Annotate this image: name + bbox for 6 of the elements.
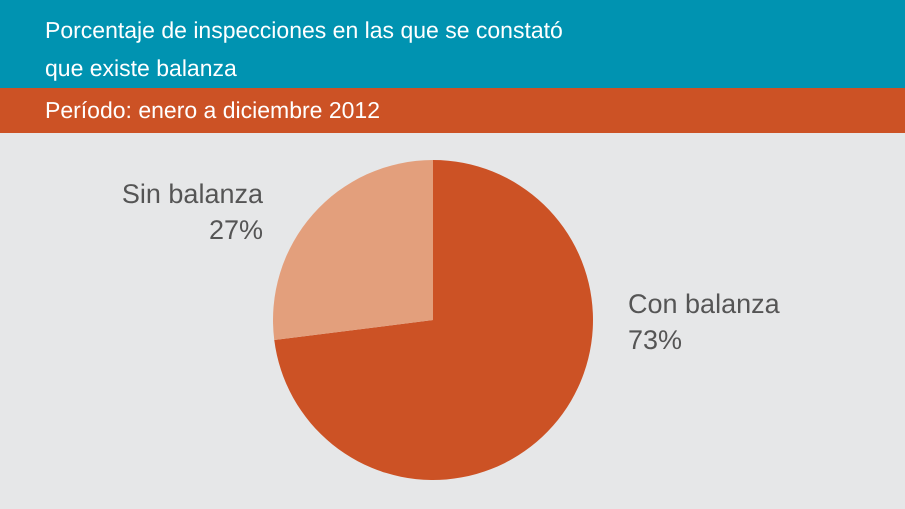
data-label: 73% [628,325,682,355]
slice-label: Sin balanza [122,179,264,209]
data-label: 27% [208,215,263,245]
slice-label: Con balanza [628,289,781,319]
chart-subtitle: Período: enero a diciembre 2012 [0,88,905,133]
chart-title: Porcentaje de inspecciones en las que se constató que existe balanza [0,0,905,88]
